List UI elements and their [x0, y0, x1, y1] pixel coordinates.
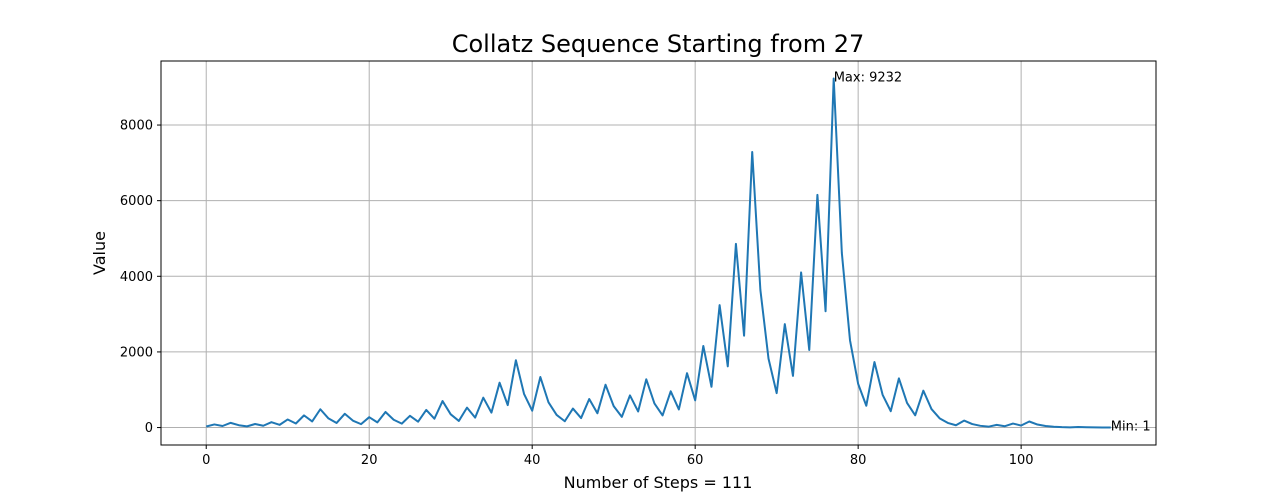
series-line — [205, 77, 1111, 429]
y-tick-label: 6000 — [120, 194, 153, 209]
x-tick-label: 0 — [202, 453, 210, 468]
x-tick-label: 40 — [524, 453, 541, 468]
x-tick-label: 20 — [361, 453, 378, 468]
series-layer — [205, 77, 1111, 429]
x-tick-label: 60 — [687, 453, 704, 468]
axes-layer: 0 20 40 60 80 100 0 2000 4000 6000 8000 — [120, 60, 1157, 468]
annotation-label: Min: 1 — [1111, 420, 1151, 435]
plot-frame — [160, 60, 1157, 446]
x-tick-label: 80 — [850, 453, 867, 468]
y-tick-label: 2000 — [120, 345, 153, 360]
y-tick-label: 4000 — [120, 270, 153, 285]
chart-title: Collatz Sequence Starting from 27 — [452, 30, 865, 58]
x-tick-label: 100 — [1009, 453, 1034, 468]
x-axis-label: Number of Steps = 111 — [564, 473, 753, 492]
annotation-label: Max: 9232 — [834, 70, 902, 85]
y-axis-label: Value — [90, 231, 109, 275]
grid-layer — [161, 61, 1156, 445]
y-tick-label: 0 — [145, 421, 153, 436]
y-tick-label: 8000 — [120, 119, 153, 134]
annotation-layer: Max: 9232 Min: 1 — [834, 70, 1151, 434]
